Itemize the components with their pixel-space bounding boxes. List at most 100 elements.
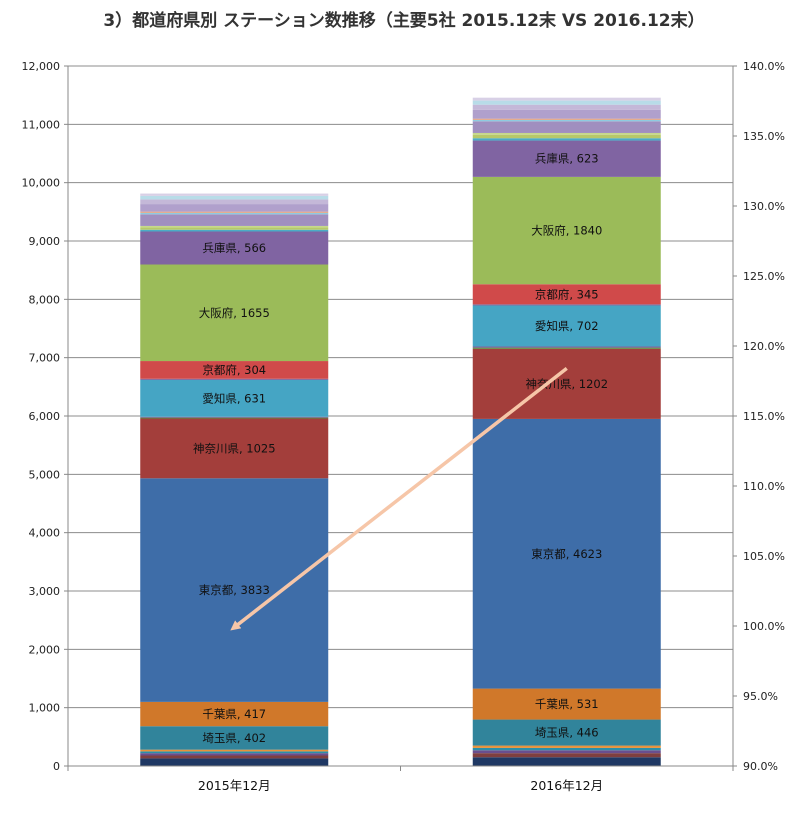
bar-segment	[472, 97, 661, 101]
bar-segment	[140, 701, 329, 727]
bar-segment	[472, 750, 661, 754]
y2-tick-label: 115.0%	[743, 410, 785, 423]
bar-segment	[140, 225, 329, 228]
bar-segment	[140, 264, 329, 362]
bar-segment	[140, 755, 329, 759]
bar-segment	[472, 753, 661, 758]
bar-segment	[472, 347, 661, 349]
bar-segment	[140, 195, 329, 200]
bar-segment	[472, 118, 661, 120]
segment-label: 大阪府, 1840	[531, 224, 602, 238]
bar-segment	[140, 214, 329, 226]
bar-segment	[140, 229, 329, 232]
segment-label: 愛知県, 702	[535, 319, 599, 333]
segment-label: 神奈川県, 1202	[525, 377, 608, 391]
y2-tick-label: 125.0%	[743, 270, 785, 283]
bar-segment	[472, 284, 661, 305]
bar-segment	[140, 753, 329, 756]
segment-label: 千葉県, 417	[202, 707, 266, 721]
segment-label: 兵庫県, 566	[202, 241, 266, 255]
y2-axis-tick-labels: 90.0% 95.0% 100.0% 105.0% 110.0% 115.0% 120.0%…	[743, 60, 785, 773]
bar-segment	[140, 379, 329, 417]
bar-segment	[140, 418, 329, 479]
segment-label: 埼玉県, 446	[535, 726, 599, 740]
segment-label: 千葉県, 531	[535, 697, 599, 711]
x-category-label: 2015年12月	[198, 778, 271, 793]
bar-segment	[472, 132, 661, 135]
y2-tick-label: 140.0%	[743, 60, 785, 73]
y-tick-label: 4,000	[29, 527, 61, 540]
y-tick-label: 0	[53, 760, 60, 773]
bar-segment	[140, 758, 329, 766]
x-category-label: 2016年12月	[530, 778, 603, 793]
bar-segment	[472, 688, 661, 720]
bar-segment	[140, 227, 329, 230]
bar-segment	[472, 121, 661, 133]
bar-segment	[140, 726, 329, 750]
y-tick-label: 8,000	[29, 293, 61, 306]
trend-arrow	[230, 367, 568, 631]
y2-tick-label: 95.0%	[743, 690, 778, 703]
bar-segment	[472, 304, 661, 306]
y-tick-label: 10,000	[22, 177, 61, 190]
chart-title: 3）都道府県別 ステーション数推移（主要5社 2015.12末 VS 2016.…	[103, 10, 704, 31]
x-axis-category-labels: 2015年12月 2016年12月	[198, 778, 603, 793]
y-tick-label: 5,000	[29, 468, 61, 481]
segment-label: 大阪府, 1655	[199, 306, 270, 320]
bar-segment	[140, 211, 329, 213]
segment-labels: 埼玉県, 402 千葉県, 417 東京都, 3833 神奈川県, 1025 愛知県, …	[193, 152, 608, 745]
bar-segment	[140, 199, 329, 205]
bar-segment	[472, 104, 661, 110]
bar-segment	[472, 418, 661, 689]
y-tick-label: 2,000	[29, 643, 61, 656]
y2-tick-label: 110.0%	[743, 480, 785, 493]
bar-segment	[472, 346, 661, 348]
bar-segment	[140, 204, 329, 212]
segment-label: 京都府, 345	[535, 287, 599, 301]
y-axis-tick-labels: 0 1,000 2,000 3,000 4,000 5,000 6,000 7,000 8,00…	[22, 60, 61, 773]
bar-segment	[472, 119, 661, 122]
y-tick-label: 3,000	[29, 585, 61, 598]
y-tick-label: 6,000	[29, 410, 61, 423]
bar-segment	[140, 231, 329, 265]
bar-segment	[140, 212, 329, 215]
segment-label: 東京都, 4623	[531, 547, 602, 561]
bar-segment	[140, 749, 329, 752]
segment-label: 神奈川県, 1025	[193, 441, 276, 455]
bar-segment	[140, 751, 329, 754]
bar-segment	[472, 348, 661, 419]
bar-segment	[472, 176, 661, 285]
bar-segment	[472, 305, 661, 347]
bar-segment	[472, 109, 661, 119]
y2-tick-label: 105.0%	[743, 550, 785, 563]
bar-segment	[472, 100, 661, 105]
bar-segment	[140, 378, 329, 380]
bar-segment	[472, 719, 661, 746]
y2-tick-label: 135.0%	[743, 130, 785, 143]
segment-label: 愛知県, 631	[202, 391, 266, 405]
trend-line	[230, 367, 568, 631]
bar-segment	[140, 478, 329, 702]
bar-segment	[472, 140, 661, 177]
y-tick-label: 7,000	[29, 352, 61, 365]
axes	[64, 65, 737, 771]
y-tick-label: 12,000	[22, 60, 61, 73]
y2-tick-label: 100.0%	[743, 620, 785, 633]
y2-tick-label: 120.0%	[743, 340, 785, 353]
y-tick-label: 11,000	[22, 118, 61, 131]
bar-segment	[472, 757, 661, 766]
bar-segment	[140, 417, 329, 419]
stacked-bars	[140, 97, 661, 766]
segment-label: 埼玉県, 402	[202, 731, 266, 745]
y2-tick-label: 130.0%	[743, 200, 785, 213]
segment-label: 東京都, 3833	[199, 583, 270, 597]
bar-segment	[472, 747, 661, 751]
y-tick-label: 1,000	[29, 702, 61, 715]
bar-segment	[140, 361, 329, 379]
y-tick-label: 9,000	[29, 235, 61, 248]
bar-segment	[472, 134, 661, 139]
segment-label: 兵庫県, 623	[535, 152, 599, 166]
bar-segment	[140, 193, 329, 196]
y2-tick-label: 90.0%	[743, 760, 778, 773]
